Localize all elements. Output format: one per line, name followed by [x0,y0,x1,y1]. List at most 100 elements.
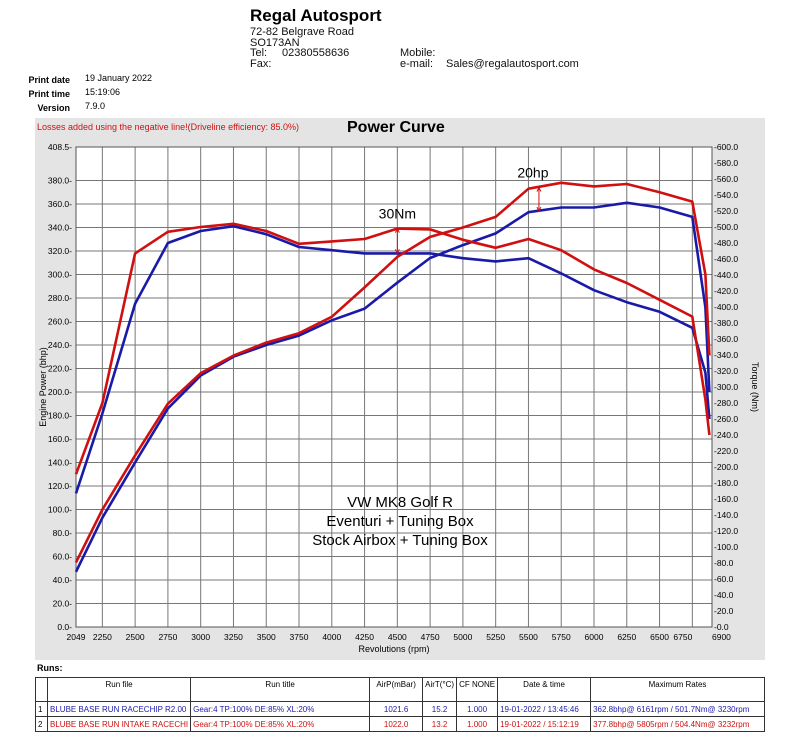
annotation-arrowheads [394,227,400,255]
run-airt: 15.2 [422,701,458,717]
y-tick-label: 80.0- [53,528,73,538]
y2-tick-label: -60.0 [714,574,734,584]
x-tick-label: 5500 [519,632,538,642]
y-axis-label: Engine Power (bhp) [38,347,48,427]
chart-title: Power Curve [347,119,445,136]
x-tick-label: 4250 [355,632,374,642]
y-tick-label: 40.0- [53,575,73,585]
x-tick-label: 2049 [67,632,86,642]
table-row[interactable]: 1 BLUBE BASE RUN RACECHIP R2.00 Gear:4 T… [35,701,765,717]
col-run-title: Run title [190,677,371,702]
x-tick-label: 2250 [93,632,112,642]
x-tick-label: 6500 [650,632,669,642]
y2-tick-label: -460.0 [714,254,738,264]
y2-tick-label: -20.0 [714,606,734,616]
run-max-rates: 362.8bhp@ 6161rpm / 501.7Nm@ 3230rpm [590,701,765,717]
y2-tick-label: -320.0 [714,366,738,376]
y2-tick-label: -240.0 [714,430,738,440]
y2-tick-label: -480.0 [714,238,738,248]
y2-tick-label: -340.0 [714,350,738,360]
table-row[interactable]: 2 BLUBE BASE RUN INTAKE RACECHI Gear:4 T… [35,716,765,732]
y2-tick-label: -0.0 [714,622,729,632]
run-index: 1 [35,701,48,717]
tel-value: 02380558636 [282,47,350,59]
annotation-label: 30Nm [379,206,416,222]
y2-tick-label: -520.0 [714,206,738,216]
chart-caption-line: Stock Airbox + Tuning Box [312,532,488,549]
y2-tick-label: -40.0 [714,590,734,600]
y2-tick-label: -440.0 [714,270,738,280]
run-title: Gear:4 TP:100% DE:85% XL:20% [190,701,371,717]
y2-tick-label: -100.0 [714,542,738,552]
y2-tick-label: -420.0 [714,286,738,296]
x-tick-label: 3750 [290,632,309,642]
x-tick-label: 3250 [224,632,243,642]
x-tick-label: 6750 [673,632,692,642]
x-axis-label: Revolutions (rpm) [358,644,429,654]
run-file: BLUBE BASE RUN RACECHIP R2.00 [46,701,192,717]
y2-tick-label: -120.0 [714,526,738,536]
run-airt: 13.2 [422,716,458,732]
y-tick-label: 380.0- [48,175,72,185]
y2-tick-label: -580.0 [714,158,738,168]
y2-tick-label: -160.0 [714,494,738,504]
y2-axis-label: Torque (Nm) [750,362,760,412]
col-airt: AirT(°C) [422,677,458,702]
run-2-power-line [74,181,711,563]
run-2-torque-line [74,222,711,475]
plot-border [75,146,713,628]
x-tick-label: 2500 [126,632,145,642]
y2-tick-label: -260.0 [714,414,738,424]
col-cf: CF NONE [456,677,499,702]
y-tick-label: 100.0- [48,504,72,514]
y2-tick-label: -600.0 [714,142,738,152]
print-date-value: 19 January 2022 [85,73,153,83]
chart-caption-line: Eventuri + Tuning Box [326,513,474,530]
x-tick-label: 4500 [388,632,407,642]
y-tick-label: 140.0- [48,457,72,467]
runs-table: Run file Run title AirP(mBar) AirT(°C) C… [35,677,765,732]
y-tick-label: 408.5- [48,142,72,152]
y2-tick-label: -400.0 [714,302,738,312]
run-1-torque-line [74,224,711,494]
annotation-arrowheads [536,186,542,213]
y2-tick-label: -220.0 [714,446,738,456]
x-tick-label: 5750 [552,632,571,642]
address-line-1: 72-82 Belgrave Road [250,26,354,38]
x-tick-label: 3000 [191,632,210,642]
col-airp: AirP(mBar) [369,677,424,702]
print-date-label: Print date [28,75,70,85]
x-tick-label: 6000 [585,632,604,642]
y2-tick-label: -80.0 [714,558,734,568]
col-max-rates: Maximum Rates [590,677,765,702]
run-title: Gear:4 TP:100% DE:85% XL:20% [190,716,371,732]
version-value: 7.9.0 [85,101,106,111]
x-tick-label: 3500 [257,632,276,642]
y-tick-label: 0.0- [57,622,72,632]
y2-tick-label: -540.0 [714,190,738,200]
y2-tick-label: -280.0 [714,398,738,408]
version-label: Version [37,103,70,113]
y2-tick-label: -380.0 [714,318,738,328]
y2-tick-label: -300.0 [714,382,738,392]
run-1-power-line [74,201,711,573]
y2-tick-label: -560.0 [714,174,738,184]
y-tick-label: 180.0- [48,410,72,420]
y-tick-label: 120.0- [48,481,72,491]
run-airp: 1021.6 [369,701,424,717]
col-run-file: Run file [46,677,192,702]
y-tick-label: 300.0- [48,269,72,279]
run-index: 2 [35,716,48,732]
col-date: Date & time [497,677,592,702]
company-name: Regal Autosport [250,6,382,25]
x-tick-label: 2750 [158,632,177,642]
runs-header-row: Run file Run title AirP(mBar) AirT(°C) C… [35,677,765,702]
run-date: 19-01-2022 / 15:12:19 [497,716,592,732]
run-cf: 1.000 [456,701,499,717]
y2-tick-label: -500.0 [714,222,738,232]
x-tick-label: 6900 [712,632,731,642]
y-tick-label: 240.0- [48,340,72,350]
y2-tick-label: -180.0 [714,478,738,488]
annotation-label: 20hp [517,165,548,181]
